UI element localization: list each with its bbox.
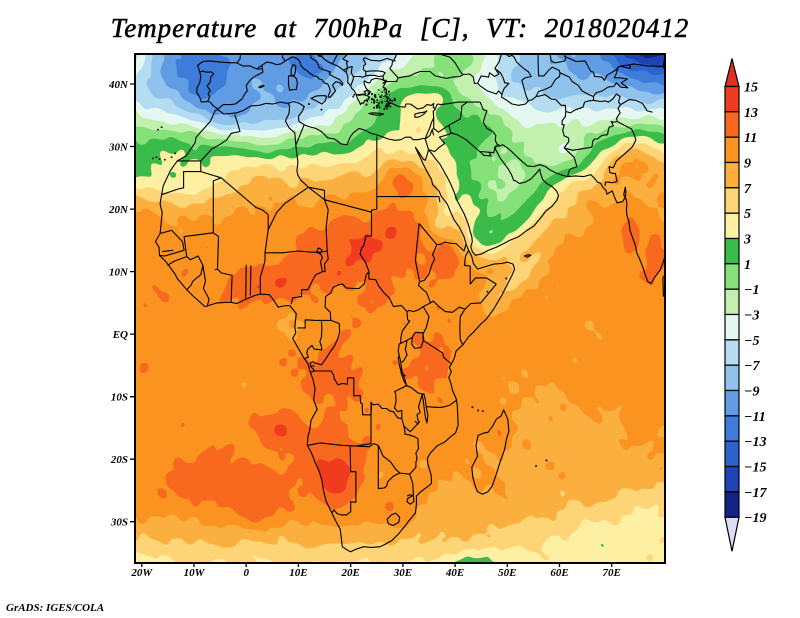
svg-text:10W: 10W bbox=[184, 567, 206, 579]
svg-text:EQ: EQ bbox=[112, 329, 128, 341]
svg-text:−3: −3 bbox=[744, 309, 759, 324]
svg-text:15: 15 bbox=[744, 81, 758, 96]
svg-text:50E: 50E bbox=[498, 567, 516, 579]
svg-text:70E: 70E bbox=[603, 567, 621, 579]
svg-text:−1: −1 bbox=[744, 283, 759, 298]
svg-text:30E: 30E bbox=[393, 567, 412, 579]
svg-text:20W: 20W bbox=[130, 567, 153, 579]
svg-text:40N: 40N bbox=[108, 79, 129, 91]
svg-text:11: 11 bbox=[744, 131, 757, 146]
svg-text:13: 13 bbox=[744, 106, 758, 121]
svg-text:30S: 30S bbox=[110, 517, 128, 529]
svg-text:−13: −13 bbox=[744, 435, 766, 450]
svg-text:10S: 10S bbox=[111, 392, 128, 404]
svg-text:9: 9 bbox=[744, 157, 751, 172]
svg-text:−11: −11 bbox=[744, 410, 766, 425]
svg-text:20E: 20E bbox=[341, 567, 360, 579]
svg-text:5: 5 bbox=[744, 207, 751, 222]
svg-text:10E: 10E bbox=[289, 567, 307, 579]
svg-text:−15: −15 bbox=[744, 461, 766, 476]
svg-text:3: 3 bbox=[743, 233, 751, 248]
svg-text:30N: 30N bbox=[108, 142, 129, 154]
svg-text:1: 1 bbox=[744, 258, 751, 273]
svg-text:10N: 10N bbox=[109, 267, 129, 279]
svg-text:−17: −17 bbox=[744, 486, 767, 501]
svg-text:−19: −19 bbox=[744, 511, 766, 526]
svg-text:0: 0 bbox=[243, 567, 249, 579]
svg-text:20N: 20N bbox=[108, 204, 129, 216]
svg-text:−5: −5 bbox=[744, 334, 759, 349]
svg-text:20S: 20S bbox=[110, 454, 128, 466]
svg-text:40E: 40E bbox=[445, 567, 464, 579]
svg-text:7: 7 bbox=[744, 182, 752, 197]
svg-text:60E: 60E bbox=[550, 567, 568, 579]
svg-text:−7: −7 bbox=[744, 359, 760, 374]
svg-text:−9: −9 bbox=[744, 385, 759, 400]
